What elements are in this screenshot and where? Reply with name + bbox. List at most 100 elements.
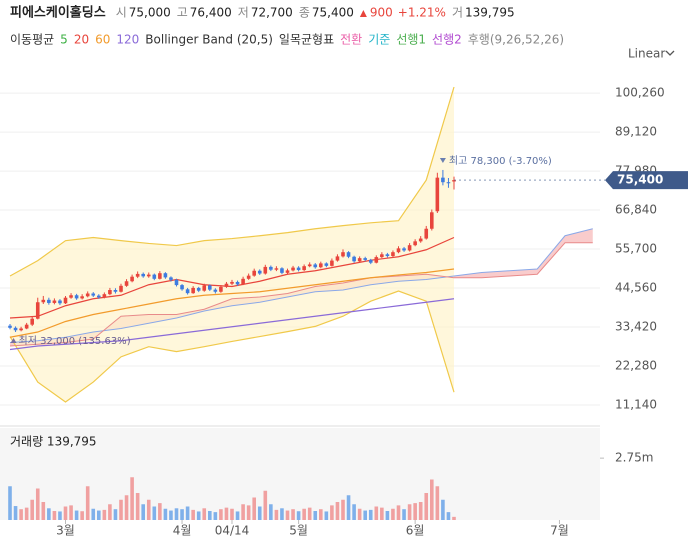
candle-body [291, 267, 295, 271]
volume-bar [357, 508, 362, 520]
volume-bar [163, 508, 168, 520]
candle-body [108, 290, 112, 295]
candle-body [330, 260, 334, 266]
candle-body [35, 302, 40, 319]
candle-body [252, 270, 256, 276]
low-marker [10, 338, 17, 343]
price-change: 900 [370, 6, 393, 20]
y-tick-label: 55,700 [615, 242, 657, 256]
volume-bar [141, 504, 145, 520]
bollinger-band [10, 87, 454, 402]
indicator-legend-item: 후행(9,26,52,26) [468, 32, 564, 47]
field-value: 139,795 [465, 6, 515, 20]
candle-body [124, 281, 129, 286]
bollinger-lower [9, 290, 455, 403]
last-price-label: 75,400 [617, 173, 663, 187]
moving-average [9, 268, 455, 338]
volume-bar [418, 502, 423, 520]
x-tick-label: 04/14 [215, 524, 250, 538]
candle-body [196, 287, 201, 291]
candle-body [74, 295, 79, 299]
volume-bar [302, 508, 306, 520]
volume-bar [158, 503, 162, 520]
volume-bar [13, 506, 18, 520]
candle-body [219, 286, 223, 292]
volume-bar [47, 508, 51, 520]
volume-bar [296, 511, 301, 520]
scale-mode[interactable]: Linear [628, 47, 665, 61]
volume-bar [396, 505, 401, 520]
bollinger-upper [9, 86, 455, 277]
volume-bar [407, 504, 412, 520]
volume-bar [352, 504, 356, 520]
candle-body [380, 254, 384, 258]
volume-bar [41, 502, 46, 520]
candle-body [335, 256, 340, 261]
low-annotation: 최저 32,000 (135.63%) [19, 335, 131, 347]
candle-body [391, 252, 395, 257]
candle-body [357, 258, 362, 262]
scale-toggle[interactable]: Linear [628, 47, 675, 61]
dropdown-chevron[interactable] [665, 50, 675, 56]
volume-bar [224, 507, 229, 520]
candle-body [208, 285, 212, 290]
volume-bar [108, 504, 112, 520]
field-label: 시 [116, 6, 127, 20]
volume-bar [307, 507, 312, 520]
volume-bar [146, 499, 151, 520]
volume-bar [285, 510, 290, 520]
candle-body [8, 325, 12, 328]
last-price-tag [605, 171, 688, 190]
candle-body [396, 248, 401, 253]
volume-bar [313, 511, 318, 520]
volume-bar [252, 497, 256, 520]
candle-body [257, 270, 262, 274]
candle-body [185, 289, 190, 294]
volume-bar [119, 499, 123, 520]
candle-body [302, 266, 306, 271]
candle-body [407, 245, 412, 251]
candle-body [452, 180, 456, 182]
y-tick-label: 22,280 [615, 359, 657, 373]
volume-bar [435, 486, 440, 520]
change-rate: +1.21% [398, 6, 446, 20]
y-tick-label: 33,420 [615, 320, 657, 334]
candle-body [97, 295, 101, 298]
candle-body [274, 268, 279, 270]
candle-body [213, 289, 218, 292]
candle-body [385, 254, 390, 257]
field-label: 종 [299, 6, 310, 20]
candle-body [158, 273, 162, 279]
field-label: 거 [452, 6, 463, 20]
candle-body [113, 290, 118, 292]
volume-bar [341, 499, 345, 520]
candle-body [19, 328, 23, 331]
candle-body [285, 270, 290, 273]
candle-body [169, 277, 173, 280]
candle-body [102, 294, 107, 298]
volume-bar [380, 507, 384, 520]
indicator-legend-item: 기준 [368, 33, 390, 47]
high-annotation: 최고 78,300 (-3.70%) [449, 155, 552, 167]
indicator-legend-item: 5 [60, 33, 68, 47]
high-marker [439, 157, 446, 163]
y-tick-label: 100,260 [615, 86, 665, 100]
candle-body [163, 273, 168, 278]
indicator-legend-item: 전환 [340, 33, 362, 47]
candle-body [269, 266, 273, 270]
y-tick-label: 44,560 [615, 281, 657, 295]
candle-body [446, 182, 451, 184]
x-tick-label: 7월 [550, 524, 569, 538]
volume-bar [330, 505, 334, 520]
candle-body [80, 296, 84, 299]
volume-bar [291, 509, 295, 520]
moving-average [9, 298, 455, 351]
field-value: 75,000 [129, 6, 171, 20]
volume-bar [324, 511, 329, 520]
volume-bar [274, 509, 279, 520]
volume-bar [8, 486, 12, 520]
candle-body [141, 273, 145, 277]
candle-body [280, 268, 284, 273]
indicator-legend-item: 선행2 [432, 32, 462, 47]
field-value: 76,400 [190, 6, 232, 20]
